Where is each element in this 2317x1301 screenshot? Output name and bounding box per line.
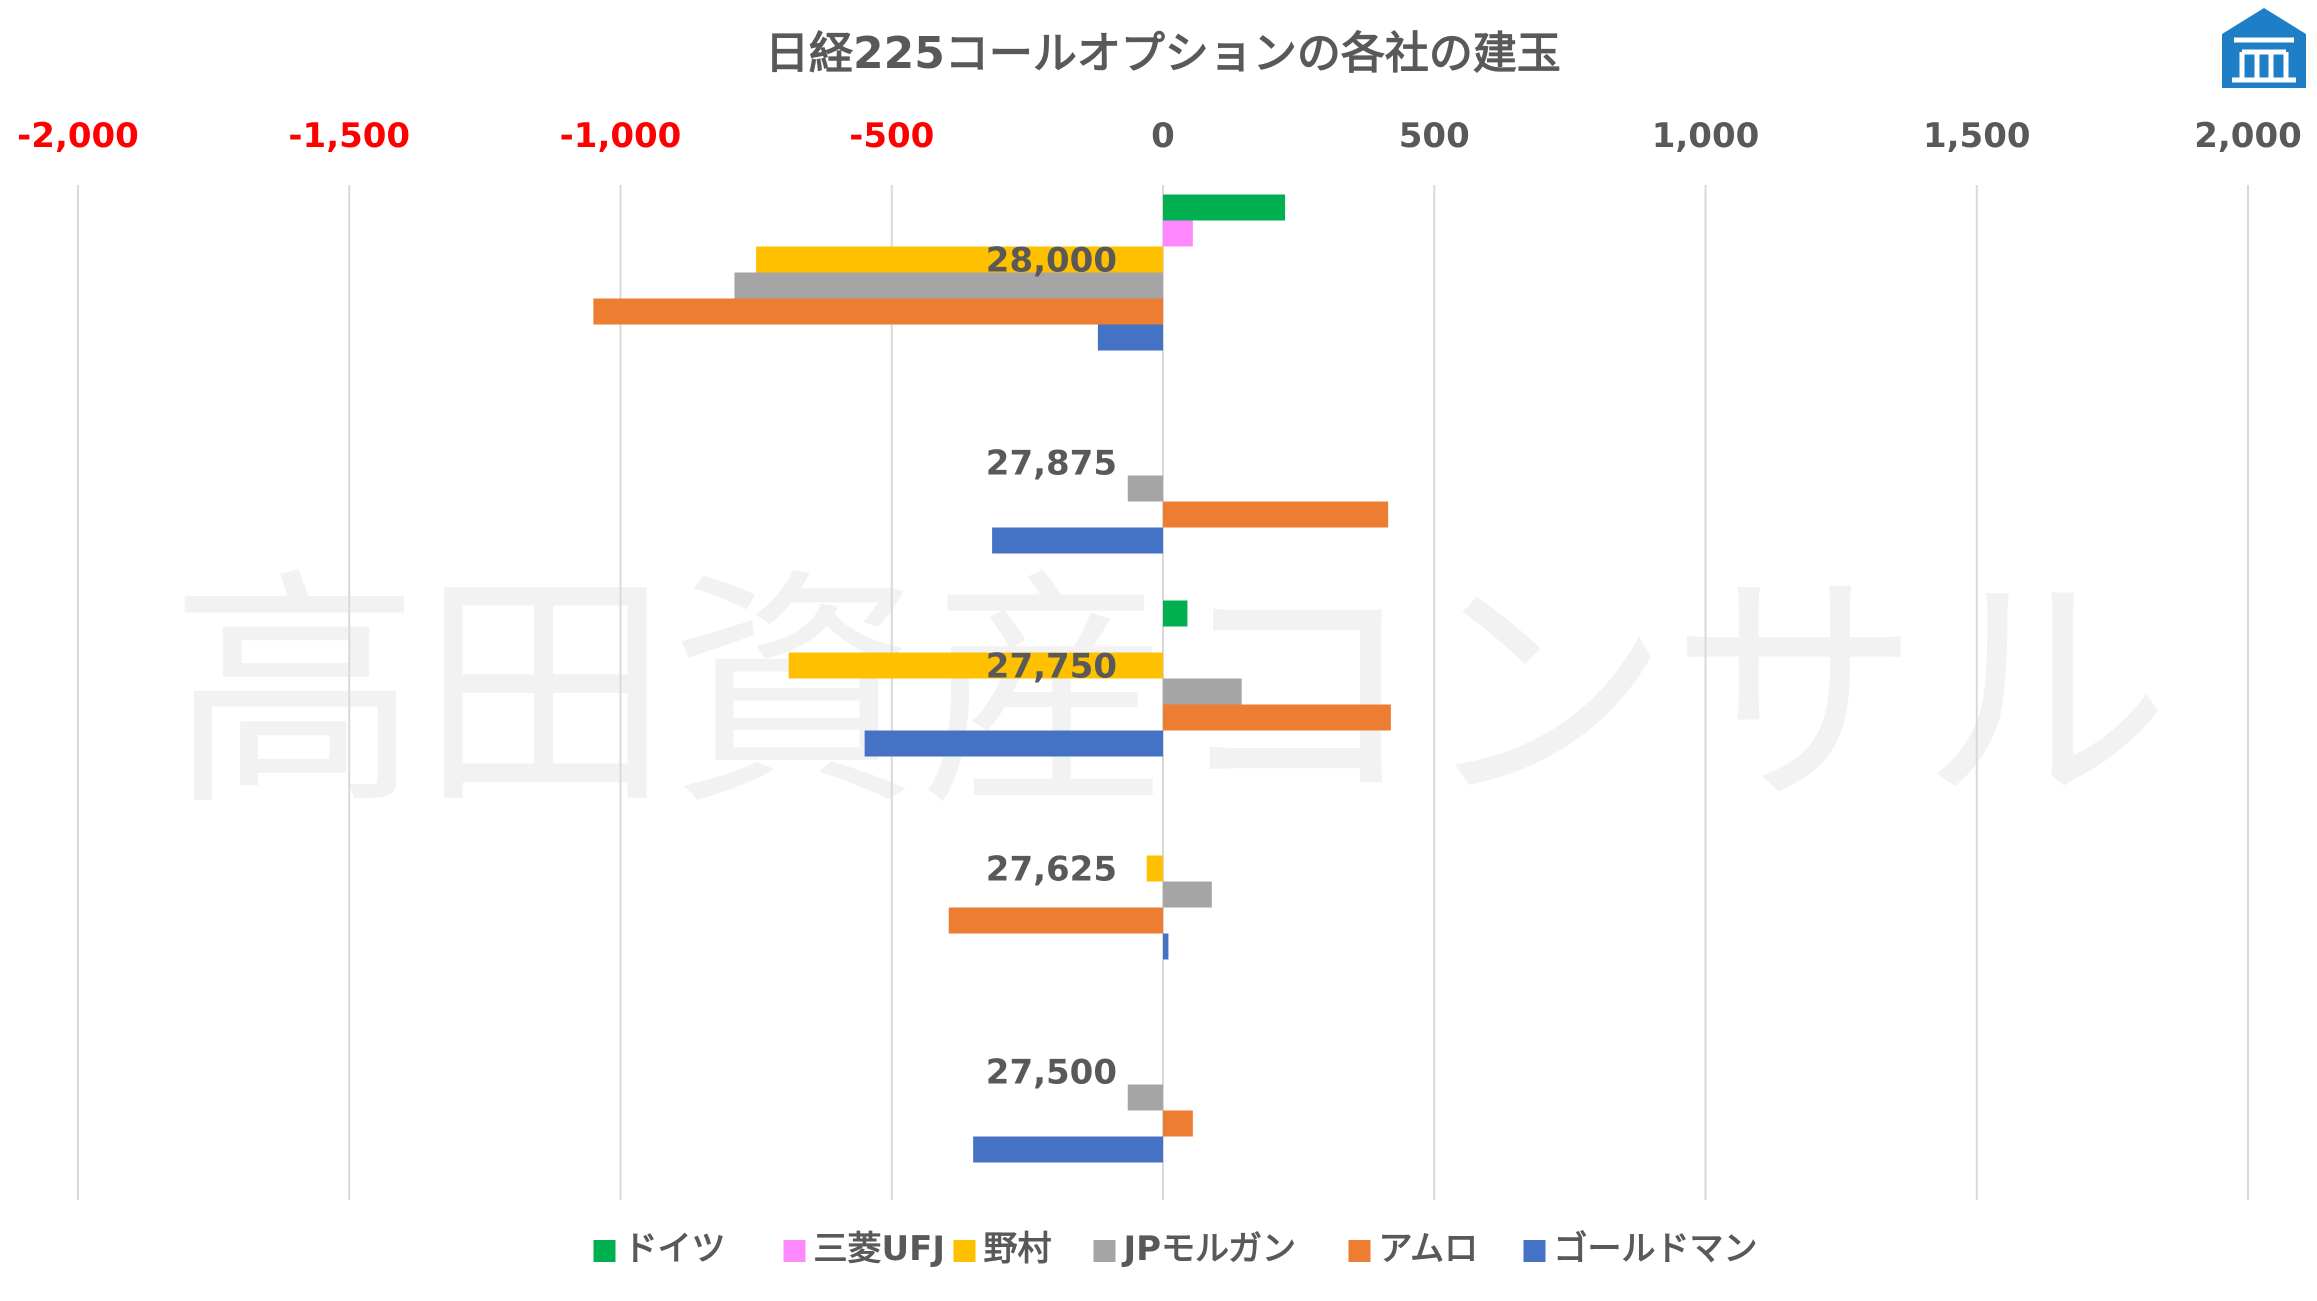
- bar: [1127, 475, 1163, 502]
- bar: [1163, 194, 1286, 221]
- bar: [788, 652, 1163, 679]
- bar: [1163, 881, 1212, 908]
- x-tick-label: 0: [1151, 116, 1175, 156]
- x-tick-label: 500: [1399, 116, 1470, 156]
- legend-swatch: [783, 1240, 806, 1262]
- bar: [1146, 855, 1163, 882]
- legend-label: ドイツ: [624, 1229, 726, 1269]
- x-tick-label: -1,500: [288, 116, 410, 156]
- category-label: 28,000: [986, 241, 1117, 281]
- gridlines: [77, 185, 2249, 1200]
- bar: [864, 730, 1163, 757]
- bar: [1097, 324, 1163, 351]
- x-tick-label: 1,000: [1652, 116, 1760, 156]
- bar: [756, 246, 1163, 273]
- x-tick-label: 1,500: [1923, 116, 2031, 156]
- legend-swatch: [953, 1240, 976, 1262]
- bar: [1127, 1084, 1163, 1111]
- x-tick-label: -1,000: [560, 116, 682, 156]
- bar: [1163, 933, 1169, 960]
- bar: [992, 527, 1163, 554]
- bar: [1163, 220, 1193, 247]
- category-label: 27,750: [986, 647, 1117, 687]
- bar: [1163, 704, 1391, 731]
- bar: [973, 1136, 1163, 1163]
- legend-label: アムロ: [1379, 1229, 1479, 1269]
- chart-title: 日経225コールオプションの各社の建玉: [765, 28, 1561, 79]
- bar: [948, 907, 1163, 934]
- bar: [1163, 600, 1188, 627]
- bar: [1163, 678, 1242, 705]
- category-labels: 28,000 27,875 27,750 27,625 27,500: [986, 241, 1117, 1093]
- logo-house-shape: [2222, 8, 2306, 88]
- x-tick-labels: -2,000 -1,500 -1,000 -500 0 500 1,000 1,500 2,00…: [17, 116, 2302, 156]
- legend-label: 野村: [984, 1229, 1052, 1269]
- legend-label: JPモルガン: [1122, 1229, 1297, 1269]
- legend-swatch: [1523, 1240, 1546, 1262]
- logo-mark: [2232, 37, 2296, 83]
- category-label: 27,500: [986, 1053, 1117, 1093]
- legend-label: 三菱UFJ: [814, 1229, 945, 1269]
- bar: [1163, 1110, 1193, 1137]
- legend-label: ゴールドマン: [1554, 1229, 1758, 1269]
- x-tick-label: 2,000: [2194, 116, 2302, 156]
- legend: ドイツ 三菱UFJ 野村 JPモルガン アムロ ゴールドマン: [593, 1229, 1758, 1269]
- x-tick-label: -500: [849, 116, 934, 156]
- takata-logo: [2222, 8, 2306, 88]
- bar: [593, 298, 1163, 325]
- bar: [1163, 501, 1389, 528]
- legend-swatch: [593, 1240, 616, 1262]
- x-tick-label: -2,000: [17, 116, 139, 156]
- bars: [593, 194, 1391, 1163]
- legend-swatch: [1093, 1240, 1116, 1262]
- category-label: 27,875: [986, 444, 1117, 484]
- bar: [734, 272, 1163, 299]
- legend-swatch: [1348, 1240, 1371, 1262]
- category-label: 27,625: [986, 850, 1117, 890]
